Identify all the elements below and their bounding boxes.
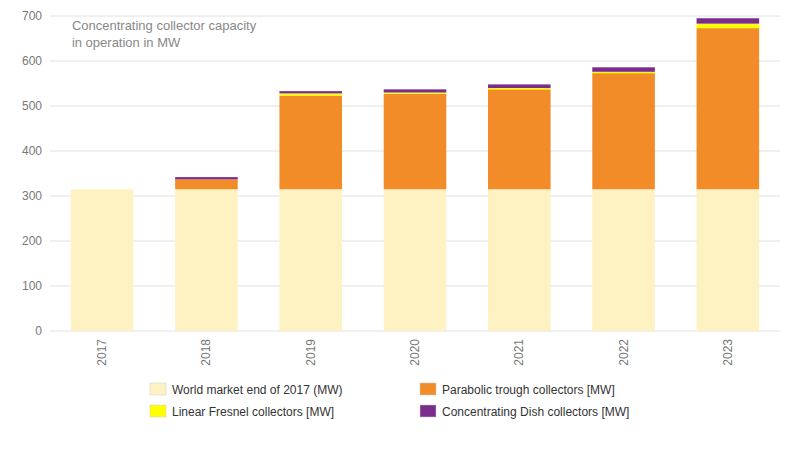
bar-segment [279, 96, 342, 190]
y-tick-label: 500 [22, 99, 42, 113]
bar-segment [175, 177, 238, 179]
y-tick-label: 0 [35, 324, 42, 338]
x-tick-label: 2022 [617, 339, 631, 366]
y-tick-label: 700 [22, 9, 42, 23]
y-tick-label: 600 [22, 54, 42, 68]
bar-segment [488, 84, 551, 88]
bar-segment [697, 18, 760, 23]
grid-line [50, 16, 780, 17]
y-tick-label: 300 [22, 189, 42, 203]
bar-segment [279, 91, 342, 93]
y-tick-label: 200 [22, 234, 42, 248]
bars [71, 18, 759, 331]
legend-label: Parabolic trough collectors [MW] [442, 383, 615, 397]
bar-segment [384, 189, 447, 331]
legend-swatch [150, 405, 166, 417]
legend-label: Concentrating Dish collectors [MW] [442, 405, 629, 419]
grid-line [50, 61, 780, 62]
bar-segment [592, 73, 655, 189]
y-tick-label: 400 [22, 144, 42, 158]
bar-segment [175, 179, 238, 189]
x-tick-label: 2021 [512, 339, 526, 366]
bar-segment [697, 189, 760, 331]
title: Concentrating collector capacity [72, 18, 257, 33]
legend-swatch [150, 383, 166, 395]
bar-segment [592, 72, 655, 73]
legend: World market end of 2017 (MW) Parabolic t… [150, 383, 629, 419]
bar-segment [279, 93, 342, 95]
bar-segment [384, 94, 447, 189]
bar-segment [592, 189, 655, 331]
bar-segment [488, 189, 551, 331]
subtitle: in operation in MW [72, 35, 181, 50]
bar-segment [71, 189, 134, 190]
bar-segment [175, 189, 238, 331]
x-tick-label: 2017 [95, 339, 109, 366]
bar-segment [384, 89, 447, 92]
bar-segment [488, 88, 551, 89]
legend-label: World market end of 2017 (MW) [172, 383, 343, 397]
bar-segment [697, 24, 760, 29]
grid [50, 16, 780, 331]
chart: 0 100 200 300 400 500 600 700 2017 2018 2019 2020 20… [0, 0, 800, 459]
bar-segment [279, 189, 342, 331]
x-tick-label: 2020 [408, 339, 422, 366]
bar-segment [697, 28, 760, 189]
bar-segment [71, 189, 134, 331]
x-tick-label: 2018 [199, 339, 213, 366]
bar-segment [592, 67, 655, 72]
y-tick-label: 100 [22, 279, 42, 293]
bar-segment [71, 189, 134, 190]
legend-label: Linear Fresnel collectors [MW] [172, 405, 334, 419]
bar-segment [384, 93, 447, 94]
legend-swatch [420, 383, 436, 395]
x-tick-label: 2019 [304, 339, 318, 366]
legend-swatch [420, 405, 436, 417]
x-tick-label: 2023 [721, 339, 735, 366]
bar-segment [488, 89, 551, 189]
bar-segment [71, 189, 134, 190]
